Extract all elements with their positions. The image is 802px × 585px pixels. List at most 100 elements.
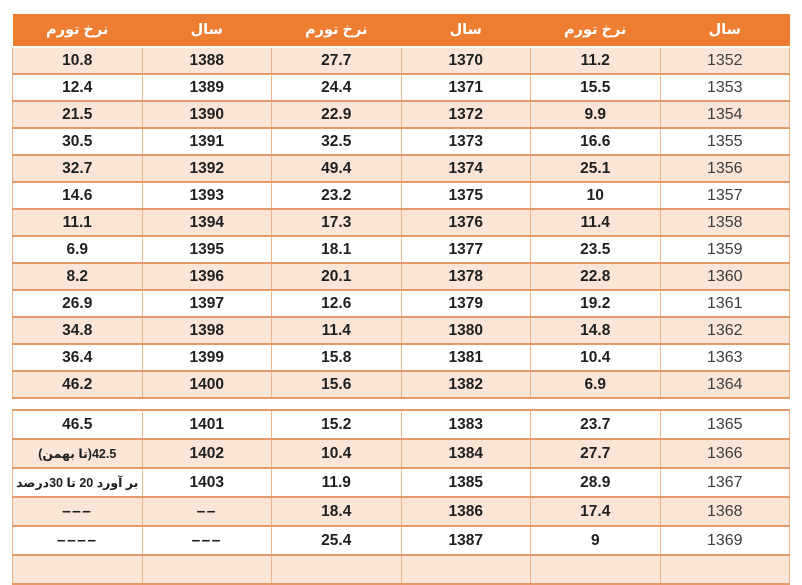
year-cell: 1355 xyxy=(659,127,790,156)
year-cell: 1396 xyxy=(141,262,272,291)
year-cell: 1362 xyxy=(659,316,790,345)
year-cell: 1387 xyxy=(400,525,531,556)
inflation-rate-cell: 11.2 xyxy=(530,46,661,75)
inflation-rate-cell: 9 xyxy=(530,525,661,556)
header-row: سال نرخ تورم سال نرخ تورم سال نرخ تورم xyxy=(12,14,790,48)
year-cell: 1392 xyxy=(141,154,272,183)
table-row: 1368 17.4 1386 18.4 –– ––– xyxy=(12,496,790,527)
table-row: 1357 10 1375 23.2 1393 14.6 xyxy=(12,181,790,210)
inflation-rate-cell: 27.7 xyxy=(530,438,661,469)
year-cell xyxy=(141,554,272,585)
inflation-rate-cell: 23.5 xyxy=(530,235,661,264)
header-cell-year: سال xyxy=(401,14,531,48)
year-cell: 1399 xyxy=(141,343,272,372)
inflation-rate-cell: 46.2 xyxy=(12,370,143,399)
inflation-rate-cell: 15.5 xyxy=(530,73,661,102)
year-cell: 1398 xyxy=(141,316,272,345)
year-cell: ––– xyxy=(141,525,272,556)
table-row: 1361 19.2 1379 12.6 1397 26.9 xyxy=(12,289,790,318)
year-cell: 1369 xyxy=(659,525,790,556)
inflation-rate-cell: –––– xyxy=(12,525,143,556)
inflation-rate-cell: 18.4 xyxy=(271,496,402,527)
inflation-rate-cell: 25.1 xyxy=(530,154,661,183)
inflation-table-upper-block: سال نرخ تورم سال نرخ تورم سال نرخ تورم 1… xyxy=(12,14,790,399)
year-cell: 1365 xyxy=(659,409,790,440)
inflation-rate-cell: 17.3 xyxy=(271,208,402,237)
table-row: 1366 27.7 1384 10.4 1402 42.5(تا بهمن) xyxy=(12,438,790,469)
year-cell: 1379 xyxy=(400,289,531,318)
inflation-rate-cell: 22.8 xyxy=(530,262,661,291)
inflation-rate-cell: 8.2 xyxy=(12,262,143,291)
year-cell: 1377 xyxy=(400,235,531,264)
inflation-rate-cell: 10.4 xyxy=(530,343,661,372)
inflation-rate-cell: 14.8 xyxy=(530,316,661,345)
year-cell: 1361 xyxy=(659,289,790,318)
inflation-rate-cell: 28.9 xyxy=(530,467,661,498)
inflation-rate-cell: 36.4 xyxy=(12,343,143,372)
inflation-rate-cell: 11.4 xyxy=(530,208,661,237)
year-cell: 1388 xyxy=(141,46,272,75)
inflation-rate-cell: 27.7 xyxy=(271,46,402,75)
inflation-rate-cell: 32.5 xyxy=(271,127,402,156)
table-header: سال نرخ تورم سال نرخ تورم سال نرخ تورم xyxy=(12,14,790,48)
year-cell: 1395 xyxy=(141,235,272,264)
year-cell: 1354 xyxy=(659,100,790,129)
table-row: 1356 25.1 1374 49.4 1392 32.7 xyxy=(12,154,790,183)
table-body-lower: 1365 23.7 1383 15.2 1401 46.5 1366 27.7 1384 10.4… xyxy=(12,409,790,585)
inflation-rate-cell: 10 xyxy=(530,181,661,210)
year-cell: 1375 xyxy=(400,181,531,210)
year-cell: 1372 xyxy=(400,100,531,129)
year-cell: 1367 xyxy=(659,467,790,498)
inflation-rate-cell: 16.6 xyxy=(530,127,661,156)
header-cell-year: سال xyxy=(142,14,272,48)
inflation-rate-cell: 6.9 xyxy=(12,235,143,264)
table-row: 1355 16.6 1373 32.5 1391 30.5 xyxy=(12,127,790,156)
table-row: 1354 9.9 1372 22.9 1390 21.5 xyxy=(12,100,790,129)
table-row: 1363 10.4 1381 15.8 1399 36.4 xyxy=(12,343,790,372)
year-cell: 1359 xyxy=(659,235,790,264)
year-cell: 1384 xyxy=(400,438,531,469)
header-cell-year: سال xyxy=(660,14,790,48)
year-cell: 1357 xyxy=(659,181,790,210)
inflation-rate-cell: 12.6 xyxy=(271,289,402,318)
inflation-rate-cell: ––– xyxy=(12,496,143,527)
inflation-rate-cell: 15.6 xyxy=(271,370,402,399)
year-cell xyxy=(400,554,531,585)
year-cell: 1376 xyxy=(400,208,531,237)
year-cell: 1360 xyxy=(659,262,790,291)
table-block-separator xyxy=(12,399,790,409)
table-row: 1362 14.8 1380 11.4 1398 34.8 xyxy=(12,316,790,345)
inflation-rate-cell: 11.1 xyxy=(12,208,143,237)
table-row: 1369 9 1387 25.4 ––– –––– xyxy=(12,525,790,556)
year-cell: 1390 xyxy=(141,100,272,129)
inflation-rate-cell: 21.5 xyxy=(12,100,143,129)
table-row xyxy=(12,554,790,585)
year-cell: 1383 xyxy=(400,409,531,440)
table-row: 1365 23.7 1383 15.2 1401 46.5 xyxy=(12,409,790,440)
table-row: 1358 11.4 1376 17.3 1394 11.1 xyxy=(12,208,790,237)
inflation-rate-cell: 11.9 xyxy=(271,467,402,498)
year-cell: 1370 xyxy=(400,46,531,75)
inflation-rate-cell: 18.1 xyxy=(271,235,402,264)
year-cell: 1401 xyxy=(141,409,272,440)
inflation-rate-cell: 34.8 xyxy=(12,316,143,345)
year-cell: 1380 xyxy=(400,316,531,345)
year-cell: 1382 xyxy=(400,370,531,399)
inflation-rate-cell: 24.4 xyxy=(271,73,402,102)
inflation-table-lower-block: 1365 23.7 1383 15.2 1401 46.5 1366 27.7 1384 10.4… xyxy=(12,409,790,585)
header-cell-inflation-rate: نرخ تورم xyxy=(271,14,401,48)
inflation-rate-cell: 14.6 xyxy=(12,181,143,210)
year-cell: 1373 xyxy=(400,127,531,156)
inflation-rate-cell: 17.4 xyxy=(530,496,661,527)
year-cell: 1400 xyxy=(141,370,272,399)
inflation-rate-cell: 32.7 xyxy=(12,154,143,183)
header-cell-inflation-rate: نرخ تورم xyxy=(12,14,142,48)
year-cell: 1364 xyxy=(659,370,790,399)
inflation-rate-cell: 23.2 xyxy=(271,181,402,210)
inflation-rate-cell: 46.5 xyxy=(12,409,143,440)
inflation-rate-cell: 10.4 xyxy=(271,438,402,469)
inflation-rate-cell xyxy=(12,554,143,585)
inflation-rate-cell: 30.5 xyxy=(12,127,143,156)
year-cell: 1371 xyxy=(400,73,531,102)
inflation-rate-cell: 22.9 xyxy=(271,100,402,129)
